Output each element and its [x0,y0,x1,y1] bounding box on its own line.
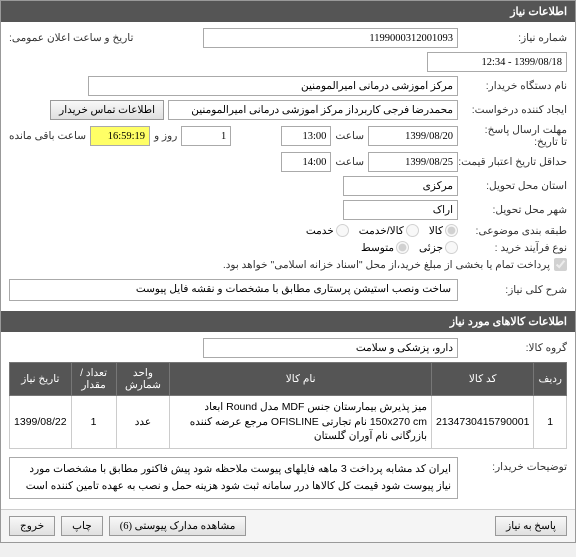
label-province: استان محل تحویل: [462,180,567,192]
col-code: کد کالا [432,363,534,396]
province-field [343,176,458,196]
label-summary: شرح کلی نیاز: [462,284,567,296]
label-need-number: شماره نیاز: [462,32,567,44]
exit-button[interactable]: خروج [9,516,55,536]
time-left-field [90,126,150,146]
cell-code: 2134730415790001 [432,396,534,449]
price-date-field [368,152,458,172]
need-info-panel: اطلاعات نیاز شماره نیاز: تاریخ و ساعت اع… [0,0,576,543]
buyer-desc-field: ایران کد مشابه پرداخت 3 ماهه فایلهای پیو… [9,457,458,499]
col-unit: واحد شمارش [116,363,170,396]
days-left-field [181,126,231,146]
label-public-date: تاریخ و ساعت اعلان عمومی: [9,32,133,44]
label-remaining: ساعت باقی مانده [9,130,86,142]
cell-date: 1399/08/22 [10,396,72,449]
section-header-need: اطلاعات نیاز [1,1,575,22]
label-and: روز و [154,130,177,142]
label-buyer-org: نام دستگاه خریدار: [462,80,567,92]
contact-info-button[interactable]: اطلاعات تماس خریدار [50,100,164,120]
col-qty: تعداد / مقدار [71,363,116,396]
label-price-deadline: حداقل تاریخ اعتبار قیمت: تا تاریخ: [462,156,567,168]
partial-pay-note: پرداخت تمام یا بخشی از مبلغ خرید،از محل … [223,259,550,271]
deadline-time-field [281,126,331,146]
print-button[interactable]: چاپ [61,516,103,536]
table-row[interactable]: 1 2134730415790001 میز پذیرش بیمارستان ج… [10,396,567,449]
summary-field: ساخت ونصب استیشن پرستاری مطابق با مشخصات… [9,279,458,301]
attachments-button[interactable]: مشاهده مدارک پیوستی (6) [109,516,247,536]
category-radio-group: کالا کالا/خدمت خدمت [306,224,458,237]
partial-pay-check: پرداخت تمام یا بخشی از مبلغ خرید،از محل … [223,258,567,271]
goods-table: ردیف کد کالا نام کالا واحد شمارش تعداد /… [9,362,567,449]
label-goods-group: گروه کالا: [462,342,567,354]
process-radio-group: جزئی متوسط [361,241,458,254]
creator-field [168,100,458,120]
section-header-goods: اطلاعات کالاهای مورد نیاز [1,311,575,332]
label-city: شهر محل تحویل: [462,204,567,216]
radio-small[interactable]: جزئی [419,241,458,254]
label-deadline: مهلت ارسال پاسخ:تا تاریخ: [462,124,567,148]
goods-area: گروه کالا: ردیف کد کالا نام کالا واحد شم… [1,332,575,509]
col-date: تاریخ نیاز [10,363,72,396]
buyer-org-field [88,76,458,96]
partial-pay-checkbox [554,258,567,271]
label-category: طبقه بندی موضوعی: [462,225,567,237]
radio-service[interactable]: خدمت [306,224,349,237]
back-button[interactable]: پاسخ به نیاز [495,516,567,536]
public-date-field [427,52,567,72]
radio-medium[interactable]: متوسط [361,241,409,254]
footer-bar: پاسخ به نیاز مشاهده مدارک پیوستی (6) چاپ… [1,509,575,542]
deadline-date-field [368,126,458,146]
cell-unit: عدد [116,396,170,449]
label-buyer-desc: توضیحات خریدار: [462,457,567,473]
cell-qty: 1 [71,396,116,449]
city-field [343,200,458,220]
need-number-field [203,28,458,48]
label-creator: ایجاد کننده درخواست: [462,104,567,116]
cell-name: میز پذیرش بیمارستان جنس MDF مدل Round اب… [170,396,432,449]
price-time-field [281,152,331,172]
label-hour2: ساعت [335,156,364,168]
goods-group-field [203,338,458,358]
label-process: نوع فرآیند خرید : [462,242,567,254]
col-row: ردیف [534,363,567,396]
label-hour1: ساعت [335,130,364,142]
radio-goods-service[interactable]: کالا/خدمت [359,224,419,237]
col-name: نام کالا [170,363,432,396]
radio-goods[interactable]: کالا [429,224,458,237]
cell-row: 1 [534,396,567,449]
form-main: شماره نیاز: تاریخ و ساعت اعلان عمومی: نا… [1,22,575,311]
